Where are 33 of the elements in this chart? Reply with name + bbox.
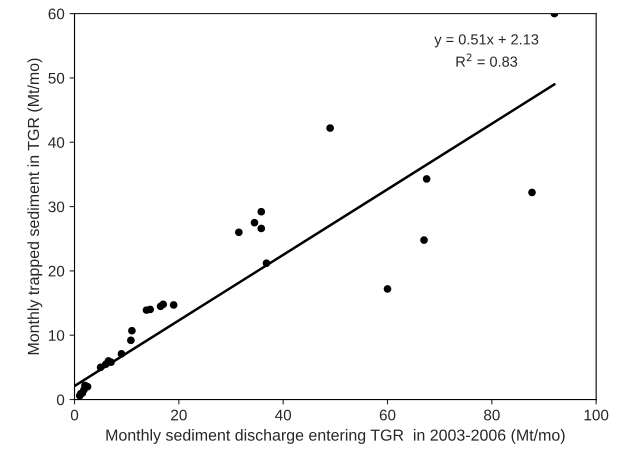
y-axis-title: Monthly trapped sediment in TGR (Mt/mo) <box>27 58 42 354</box>
point <box>96 364 104 372</box>
point <box>384 285 392 293</box>
annotation: y = 0.51x + 2.13 <box>434 34 538 48</box>
y-tick-label: 10 <box>48 330 64 341</box>
y-tick-label: 0 <box>56 394 64 406</box>
y-tick-label: 40 <box>48 137 64 148</box>
y-tick-label: 50 <box>48 72 64 84</box>
y-tick-label: 60 <box>48 8 64 20</box>
x-tick-label: 60 <box>380 410 396 420</box>
point <box>422 175 430 183</box>
point <box>326 124 334 132</box>
point <box>257 224 266 232</box>
point <box>127 336 135 344</box>
x-tick-label: 20 <box>171 410 187 420</box>
x-tick-label: 100 <box>584 410 608 420</box>
point <box>257 208 266 216</box>
x-tick-label: 80 <box>484 410 500 420</box>
annotation: R$^{2}$ = 0.83 <box>456 54 518 67</box>
x-axis-title: Monthly sediment discharge entering TGR in 2003-2006 (Mt/mo) <box>106 429 565 444</box>
point <box>528 188 536 196</box>
point <box>159 300 167 308</box>
point <box>118 350 126 358</box>
point <box>262 259 270 267</box>
point <box>250 218 258 226</box>
point <box>235 228 243 236</box>
point <box>128 326 136 335</box>
point <box>170 301 178 309</box>
y-tick-label: 20 <box>48 266 64 277</box>
point <box>420 236 428 244</box>
x-tick-label: 0 <box>70 410 78 420</box>
x-tick-label: 40 <box>275 410 292 420</box>
y-tick-label: 30 <box>48 201 64 212</box>
